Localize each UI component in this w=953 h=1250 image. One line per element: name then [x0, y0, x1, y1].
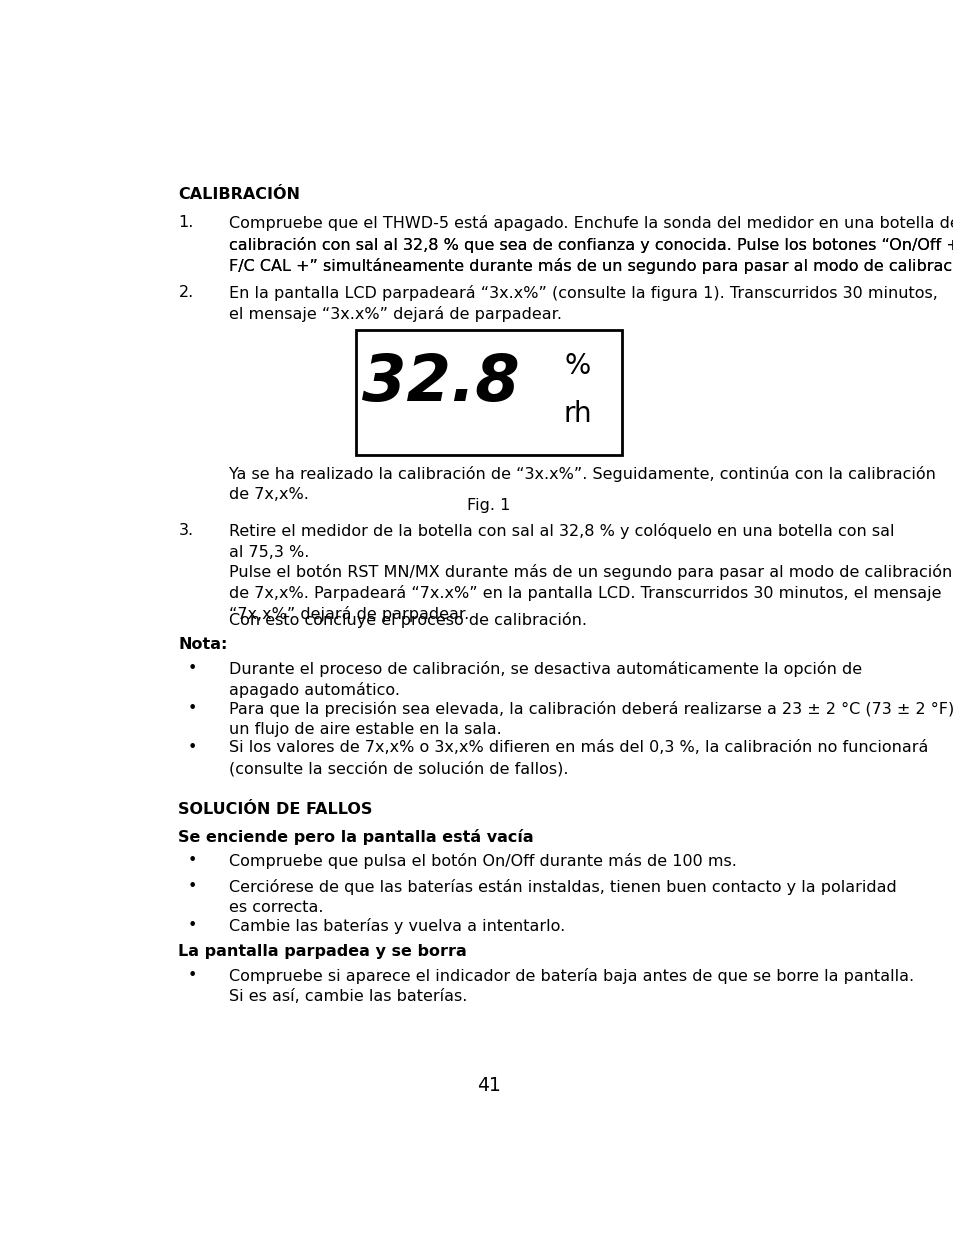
Text: rh: rh: [562, 400, 592, 428]
Text: 3.: 3.: [178, 524, 193, 539]
Text: •: •: [187, 879, 196, 894]
Text: Ya se ha realizado la calibración de “3x.x%”. Seguidamente, continúa con la cali: Ya se ha realizado la calibración de “3x…: [229, 466, 935, 481]
Text: Compruebe que pulsa el botón On/Off durante más de 100 ms.: Compruebe que pulsa el botón On/Off dura…: [229, 853, 736, 869]
Text: •: •: [187, 853, 196, 868]
Text: F/C CAL +” simultáneamente durante más de un segundo para pasar al modo de calib: F/C CAL +” simultáneamente durante más d…: [229, 258, 953, 274]
Text: Nota:: Nota:: [178, 638, 228, 652]
Text: 2.: 2.: [178, 285, 193, 300]
Text: %: %: [564, 351, 590, 380]
Text: 41: 41: [476, 1076, 500, 1095]
Text: •: •: [187, 918, 196, 932]
Text: •: •: [187, 661, 196, 676]
Text: Fig. 1: Fig. 1: [467, 499, 510, 514]
Text: al 75,3 %.: al 75,3 %.: [229, 545, 309, 560]
Text: apagado automático.: apagado automático.: [229, 682, 399, 699]
Text: La pantalla parpadea y se borra: La pantalla parpadea y se borra: [178, 944, 467, 959]
Text: el mensaje “3x.x%” dejará de parpadear.: el mensaje “3x.x%” dejará de parpadear.: [229, 306, 561, 322]
Text: 32.8: 32.8: [361, 352, 519, 414]
Text: Compruebe si aparece el indicador de batería baja antes de que se borre la panta: Compruebe si aparece el indicador de bat…: [229, 968, 913, 984]
Text: Durante el proceso de calibración, se desactiva automáticamente la opción de: Durante el proceso de calibración, se de…: [229, 661, 861, 678]
Text: Se enciende pero la pantalla está vacía: Se enciende pero la pantalla está vacía: [178, 829, 534, 845]
Text: (consulte la sección de solución de fallos).: (consulte la sección de solución de fall…: [229, 761, 568, 776]
Text: un flujo de aire estable en la sala.: un flujo de aire estable en la sala.: [229, 721, 501, 736]
Text: Compruebe que el THWD-5 está apagado. Enchufe la sonda del medidor en una botell: Compruebe que el THWD-5 está apagado. En…: [229, 215, 953, 231]
Text: Si los valores de 7x,x% o 3x,x% difieren en más del 0,3 %, la calibración no fun: Si los valores de 7x,x% o 3x,x% difieren…: [229, 740, 927, 755]
Text: •: •: [187, 740, 196, 755]
Text: Para que la precisión sea elevada, la calibración deberá realizarse a 23 ± 2 °C : Para que la precisión sea elevada, la ca…: [229, 700, 953, 716]
Text: 1.: 1.: [178, 215, 193, 230]
Text: SOLUCIÓN DE FALLOS: SOLUCIÓN DE FALLOS: [178, 801, 373, 816]
Text: •: •: [187, 700, 196, 715]
Text: es correcta.: es correcta.: [229, 900, 323, 915]
Text: •: •: [187, 968, 196, 982]
Text: de 7x,x%. Parpadeará “7x.x%” en la pantalla LCD. Transcurridos 30 minutos, el me: de 7x,x%. Parpadeará “7x.x%” en la panta…: [229, 585, 941, 601]
Text: Cerciórese de que las baterías están instaldas, tienen buen contacto y la polari: Cerciórese de que las baterías están ins…: [229, 879, 896, 895]
Text: calibración con sal al 32,8 % que sea de confianza y conocida. Pulse los botones: calibración con sal al 32,8 % que sea de…: [229, 236, 953, 252]
Text: Si es así, cambie las baterías.: Si es así, cambie las baterías.: [229, 989, 467, 1004]
Text: En la pantalla LCD parpadeará “3x.x%” (consulte la figura 1). Transcurridos 30 m: En la pantalla LCD parpadeará “3x.x%” (c…: [229, 285, 937, 301]
Text: calibración con sal al 32,8 % que sea de confianza y conocida. Pulse los botones: calibración con sal al 32,8 % que sea de…: [229, 236, 953, 252]
Text: Retire el medidor de la botella con sal al 32,8 % y colóquelo en una botella con: Retire el medidor de la botella con sal …: [229, 524, 893, 540]
Text: CALIBRACIÓN: CALIBRACIÓN: [178, 186, 300, 201]
Text: F/C CAL +” simultáneamente durante más de un segundo para pasar al modo de calib: F/C CAL +” simultáneamente durante más d…: [229, 258, 953, 274]
Text: “7x,x%” dejará de parpadear.: “7x,x%” dejará de parpadear.: [229, 606, 469, 622]
Text: Cambie las baterías y vuelva a intentarlo.: Cambie las baterías y vuelva a intentarl…: [229, 918, 564, 934]
Bar: [355, 330, 621, 455]
Text: Pulse el botón RST MN/MX durante más de un segundo para pasar al modo de calibra: Pulse el botón RST MN/MX durante más de …: [229, 564, 951, 580]
Text: de 7x,x%.: de 7x,x%.: [229, 486, 308, 501]
Text: Con esto concluye el proceso de calibración.: Con esto concluye el proceso de calibrac…: [229, 612, 586, 628]
